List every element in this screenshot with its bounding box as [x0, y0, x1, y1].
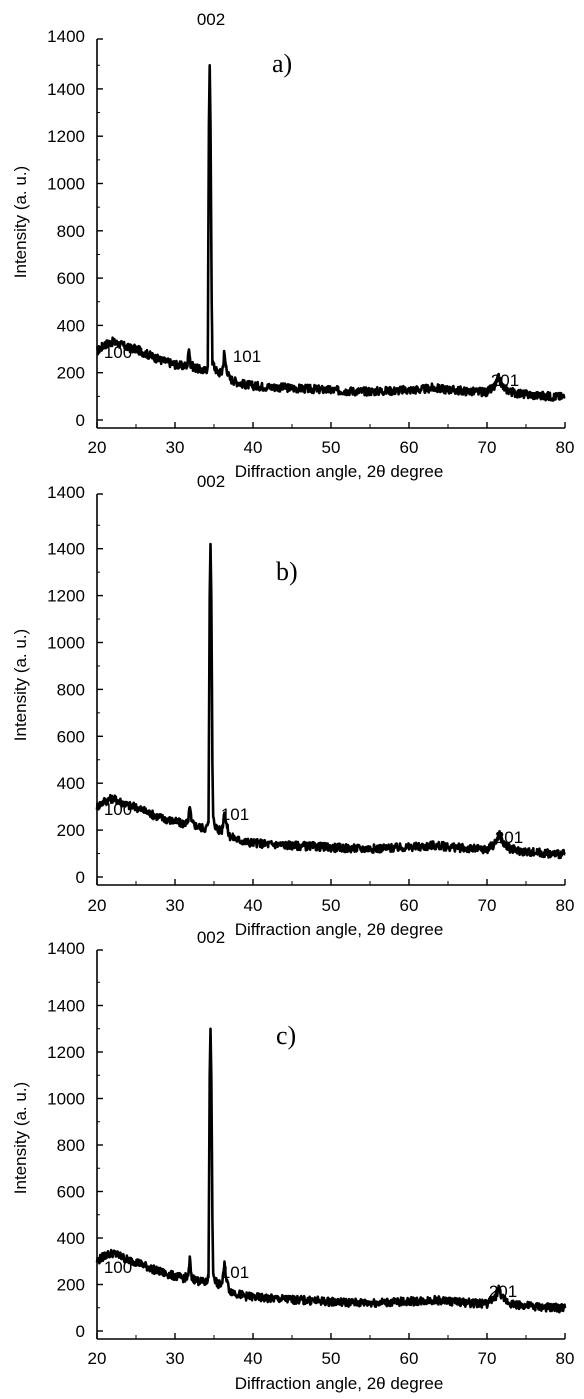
x-tick-label: 20	[88, 438, 107, 457]
y-tick-label: 1000	[47, 175, 85, 194]
peak-label-101: 101	[221, 805, 249, 824]
y-tick-label: 1200	[47, 127, 85, 146]
y-tick-label: 1400	[47, 483, 85, 502]
series-line	[95, 64, 566, 402]
y-tick-label: 800	[57, 1136, 85, 1155]
y-tick-label: 1200	[47, 1043, 85, 1062]
x-tick-label: 80	[556, 896, 575, 915]
peak-label-100: 100	[104, 800, 132, 819]
chart-panel-3: 0 200 400 600 800 1000 1200 1400 1400 20 30 40 50 60 7…	[11, 928, 574, 1393]
peak-label-201: 201	[495, 828, 523, 847]
peak-label-201: 201	[489, 1282, 517, 1301]
x-tick-label: 40	[244, 438, 263, 457]
y-tick-label: 1000	[47, 634, 85, 653]
x-tick-label: 20	[88, 1349, 107, 1368]
y-tick-label: 400	[57, 316, 85, 335]
y-tick-label: 600	[57, 1183, 85, 1202]
x-tick-label: 30	[166, 1349, 185, 1368]
y-tick-label: 600	[57, 269, 85, 288]
peak-label-101: 101	[221, 1263, 249, 1282]
x-tick-label: 40	[244, 896, 263, 915]
peak-label-100: 100	[104, 1258, 132, 1277]
y-tick-label: 200	[57, 1276, 85, 1295]
x-axis-title: Diffraction angle, 2θ degree	[235, 920, 444, 939]
y-axis-title: Intensity (a. u.)	[11, 166, 30, 278]
x-tick-label: 60	[400, 438, 419, 457]
y-tick-label: 800	[57, 680, 85, 699]
series-line	[95, 1027, 567, 1314]
peak-label-002: 002	[197, 928, 225, 947]
y-axis-title: Intensity (a. u.)	[11, 629, 30, 741]
x-tick-label: 80	[556, 1349, 575, 1368]
y-tick-label: 1400	[47, 997, 85, 1016]
x-axis-title: Diffraction angle, 2θ degree	[235, 1374, 444, 1393]
y-tick-label: 1200	[47, 587, 85, 606]
y-tick-label: 200	[57, 821, 85, 840]
x-tick-label: 70	[478, 896, 497, 915]
panel-label: a)	[272, 49, 292, 78]
x-tick-label: 80	[556, 438, 575, 457]
y-tick-label: 600	[57, 727, 85, 746]
x-tick-label: 50	[322, 1349, 341, 1368]
peak-label-100: 100	[104, 343, 132, 362]
y-tick-label: 1400	[47, 540, 85, 559]
y-tick-label: 1400	[47, 80, 85, 99]
series-line	[95, 542, 566, 860]
y-tick-label: 200	[57, 364, 85, 383]
x-tick-label: 30	[166, 438, 185, 457]
peak-label-002: 002	[197, 472, 225, 491]
x-tick-label: 30	[166, 896, 185, 915]
y-axis-title: Intensity (a. u.)	[11, 1082, 30, 1194]
x-tick-label: 70	[478, 438, 497, 457]
y-tick-label: 1000	[47, 1090, 85, 1109]
y-tick-label: 400	[57, 774, 85, 793]
x-axis-title: Diffraction angle, 2θ degree	[235, 462, 444, 481]
y-tick-label: 800	[57, 222, 85, 241]
x-tick-label: 60	[400, 896, 419, 915]
y-tick-label: 1400	[47, 27, 85, 46]
x-tick-label: 50	[322, 438, 341, 457]
peak-label-101: 101	[233, 347, 261, 366]
x-tick-label: 50	[322, 896, 341, 915]
x-tick-label: 40	[244, 1349, 263, 1368]
x-tick-label: 60	[400, 1349, 419, 1368]
x-tick-label: 70	[478, 1349, 497, 1368]
y-tick-label: 0	[76, 868, 85, 887]
panel-label: c)	[276, 1021, 296, 1050]
peak-label-201: 201	[491, 371, 519, 390]
peak-label-002: 002	[197, 10, 225, 29]
x-tick-label: 20	[88, 896, 107, 915]
chart-panel-2: 0 200 400 600 800 1000 1200 1400 1400 20 30 40 50 60 7…	[11, 472, 574, 939]
y-tick-label: 0	[76, 1322, 85, 1341]
chart-panel-1: 0 200 400 600 800 1000 1200 1400 1400 20 30 40 50 60 7…	[11, 10, 574, 481]
y-tick-label: 400	[57, 1229, 85, 1248]
panel-label: b)	[276, 557, 298, 586]
y-tick-label: 0	[76, 411, 85, 430]
y-tick-label: 1400	[47, 939, 85, 958]
